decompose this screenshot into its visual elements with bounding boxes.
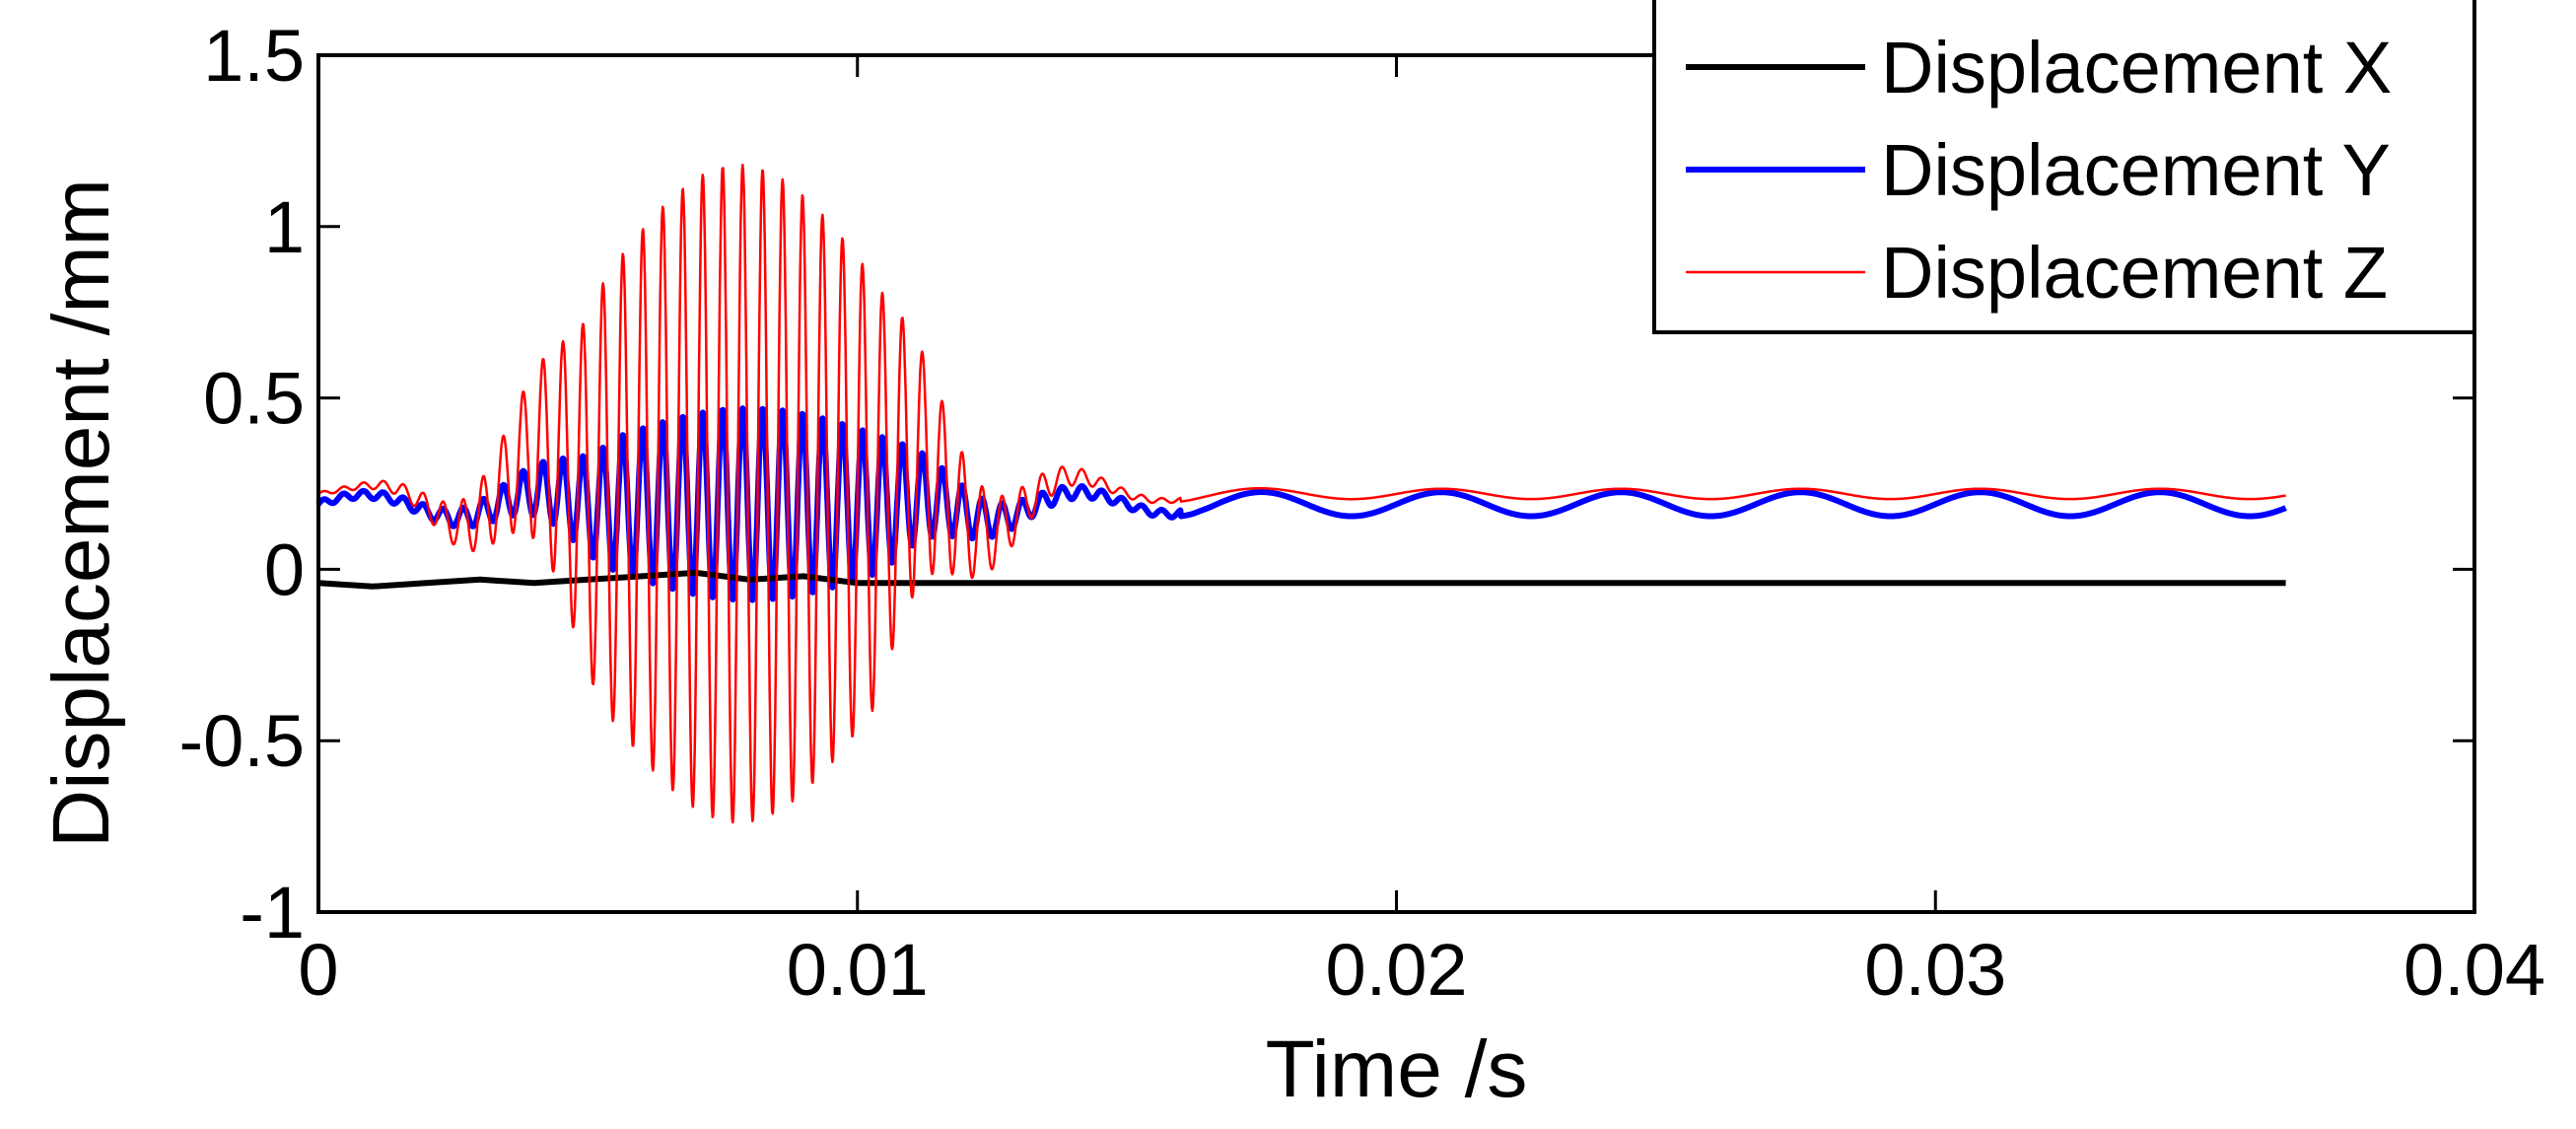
- y-tick-label: 1: [264, 186, 305, 268]
- series-line-displacement-z: [317, 164, 2287, 824]
- series-line-displacement-x: [317, 569, 2286, 590]
- series-layer: [315, 164, 2288, 824]
- legend-label-displacement-x: Displacement X: [1881, 27, 2392, 108]
- legend: Displacement X Displacement Y Displaceme…: [1652, 0, 2476, 334]
- x-tick-label: 0.04: [2403, 929, 2545, 1011]
- y-tick-label: -0.5: [178, 700, 305, 782]
- legend-label-displacement-z: Displacement Z: [1881, 232, 2388, 314]
- y-axis-label: Displacement /mm: [36, 178, 126, 848]
- x-tick-label: 0: [298, 929, 338, 1011]
- y-tick-label: -1: [240, 872, 305, 953]
- x-tick-label: 0.01: [787, 929, 929, 1011]
- legend-box: [1652, 0, 2476, 334]
- x-axis-label: Time /s: [1266, 1024, 1528, 1114]
- y-tick-label: 0.5: [203, 358, 305, 440]
- tick-layer: 0 0.01 0.02 0.03 0.04 -1 -0.5 0 0.5 1 1.5: [178, 15, 2545, 1011]
- y-tick-label: 1.5: [203, 15, 305, 97]
- x-tick-label: 0.02: [1325, 929, 1467, 1011]
- y-tick-label: 0: [264, 529, 305, 610]
- legend-label-displacement-y: Displacement Y: [1881, 129, 2391, 211]
- x-tick-label: 0.03: [1864, 929, 2006, 1011]
